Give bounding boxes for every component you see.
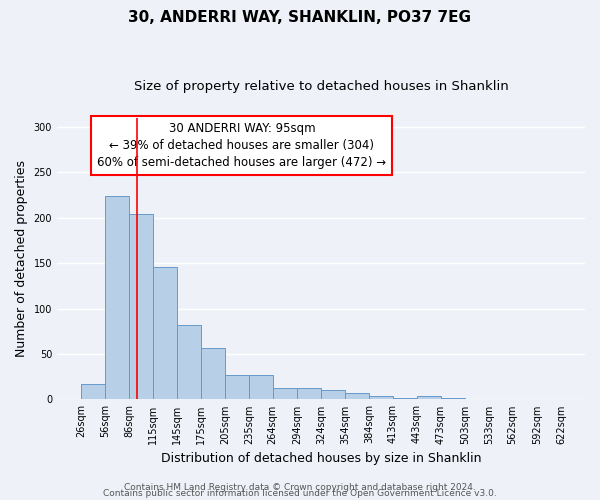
Bar xyxy=(345,393,370,400)
Text: Contains HM Land Registry data © Crown copyright and database right 2024.: Contains HM Land Registry data © Crown c… xyxy=(124,484,476,492)
Text: 30, ANDERRI WAY, SHANKLIN, PO37 7EG: 30, ANDERRI WAY, SHANKLIN, PO37 7EG xyxy=(128,10,472,25)
Bar xyxy=(81,384,105,400)
Text: 30 ANDERRI WAY: 95sqm
← 39% of detached houses are smaller (304)
60% of semi-det: 30 ANDERRI WAY: 95sqm ← 39% of detached … xyxy=(97,122,386,169)
Bar xyxy=(177,325,201,400)
Bar xyxy=(250,375,273,400)
Title: Size of property relative to detached houses in Shanklin: Size of property relative to detached ho… xyxy=(134,80,508,93)
X-axis label: Distribution of detached houses by size in Shanklin: Distribution of detached houses by size … xyxy=(161,452,481,465)
Text: Contains public sector information licensed under the Open Government Licence v3: Contains public sector information licen… xyxy=(103,490,497,498)
Bar xyxy=(225,375,250,400)
Bar xyxy=(321,390,345,400)
Bar xyxy=(130,214,153,400)
Bar xyxy=(105,196,130,400)
Bar xyxy=(441,398,465,400)
Bar xyxy=(370,396,392,400)
Bar xyxy=(201,348,225,400)
Y-axis label: Number of detached properties: Number of detached properties xyxy=(15,160,28,357)
Bar xyxy=(273,388,297,400)
Bar xyxy=(417,396,441,400)
Bar xyxy=(297,388,321,400)
Bar xyxy=(153,267,177,400)
Bar xyxy=(392,398,417,400)
